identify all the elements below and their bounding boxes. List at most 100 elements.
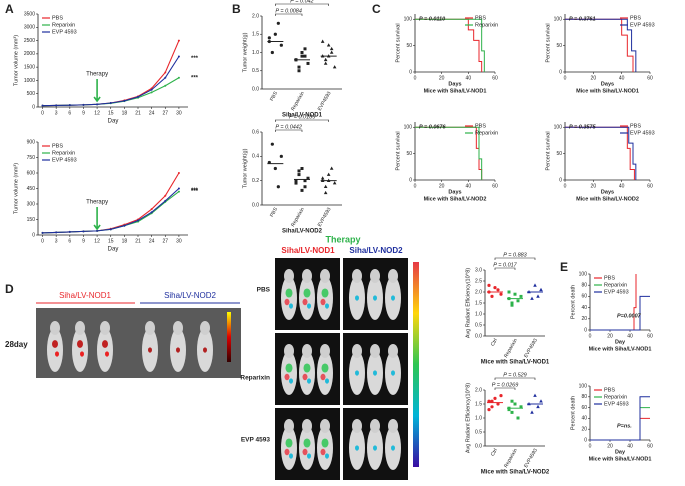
- x-tick-label: 60: [492, 183, 498, 189]
- mouse: [299, 276, 315, 320]
- survival-curve: [415, 18, 483, 72]
- data-point: [507, 408, 511, 412]
- data-point: [150, 211, 153, 214]
- y-tick-label: 40: [581, 416, 587, 422]
- data-point: [177, 187, 180, 190]
- legend-label: EVP 4593: [604, 401, 629, 407]
- mouse-head: [284, 419, 294, 433]
- data-point: [300, 54, 304, 58]
- y-tick-label: 1000: [24, 78, 35, 84]
- data-point: [267, 36, 271, 40]
- y-tick-label: 1.0: [475, 415, 482, 421]
- legend-label: PBS: [475, 123, 486, 129]
- data-point: [279, 154, 283, 158]
- x-tick-label: 20: [607, 443, 613, 449]
- data-point: [137, 95, 139, 98]
- signal: [289, 303, 293, 309]
- data-point: [303, 54, 307, 58]
- data-point: [490, 294, 494, 298]
- y-tick-label: 2000: [24, 51, 35, 57]
- signal: [307, 453, 311, 459]
- x-tick-label: 0: [589, 333, 592, 339]
- data-point: [329, 50, 334, 54]
- y-tick-label: 3.0: [475, 267, 482, 273]
- data-point: [329, 166, 334, 170]
- data-point: [323, 61, 328, 65]
- chart-title: Mice with Siha/LV-NOD1: [576, 88, 639, 94]
- data-point: [109, 228, 112, 231]
- x-axis-label: Day: [615, 339, 626, 345]
- data-point: [536, 294, 540, 298]
- data-point: [164, 199, 167, 202]
- data-point: [320, 176, 325, 180]
- data-point: [303, 47, 307, 51]
- data-point: [137, 219, 139, 222]
- data-point: [329, 46, 334, 51]
- legend-label: EVP 4593: [52, 29, 77, 35]
- data-point: [96, 229, 99, 232]
- x-tick-label: 12: [94, 238, 100, 244]
- grid-title: Therapy: [325, 234, 360, 244]
- y-tick-label: 0: [559, 177, 562, 183]
- y-tick-label: 1.5: [252, 32, 259, 38]
- y-tick-label: 600: [27, 170, 36, 176]
- x-tick-label: 60: [492, 75, 498, 81]
- signal: [325, 453, 329, 459]
- y-axis-label: Percent survival: [545, 23, 551, 62]
- x-axis-label: Mice with Siha/LV-NOD2: [481, 470, 550, 476]
- data-point: [320, 39, 325, 43]
- y-tick-label: 1500: [24, 64, 35, 70]
- x-tick-label: 30: [176, 238, 182, 244]
- x-tick-label: 60: [647, 183, 653, 189]
- x-axis-label: Day: [108, 247, 119, 253]
- p-value: P = 0.0269: [492, 382, 519, 388]
- x-tick-label: 18: [122, 238, 128, 244]
- bracket: [494, 257, 536, 260]
- data-point: [516, 416, 520, 420]
- data-point: [510, 301, 514, 305]
- y-tick-label: 3000: [24, 25, 35, 31]
- data-point: [297, 65, 301, 69]
- x-tick-label: 0: [414, 183, 417, 189]
- bracket: [494, 387, 516, 390]
- y-tick-label: 300: [27, 201, 36, 207]
- mouse: [317, 351, 333, 395]
- annotation: Therapy: [86, 200, 108, 206]
- y-tick-label: 0.0: [475, 443, 482, 449]
- data-point: [516, 299, 520, 303]
- x-tick-label: 3: [55, 110, 58, 116]
- mouse-head: [370, 344, 380, 358]
- mouse-head: [370, 419, 380, 433]
- data-point: [513, 292, 517, 296]
- mouse: [281, 426, 297, 470]
- data-point: [177, 190, 180, 193]
- data-point: [490, 405, 494, 409]
- mouse-head: [302, 269, 312, 283]
- x-axis-label: Days: [601, 81, 614, 87]
- legend-label: Reparixin: [475, 130, 498, 136]
- series-line: [42, 188, 180, 234]
- data-point: [300, 51, 304, 54]
- y-tick-label: 50: [556, 151, 562, 157]
- grid-row-label: EVP 4593: [241, 437, 271, 444]
- data-point: [96, 103, 99, 106]
- x-tick-label: 20: [591, 75, 597, 81]
- data-point: [326, 172, 331, 176]
- legend-label: PBS: [604, 387, 615, 393]
- x-axis-label: Days: [601, 189, 614, 195]
- legend-label: Reparixin: [52, 150, 75, 156]
- x-axis-label: Day: [108, 119, 119, 125]
- data-point: [303, 185, 307, 189]
- legend-label: PBS: [52, 143, 63, 149]
- data-point: [499, 292, 503, 296]
- data-point: [177, 172, 180, 174]
- signal: [285, 363, 293, 373]
- y-tick-label: 0.4: [252, 154, 259, 160]
- legend-label: PBS: [475, 15, 486, 21]
- y-axis-label: Tumor weight(g): [242, 148, 248, 188]
- panel-letter: B: [232, 2, 241, 16]
- x-tick-label: 60: [647, 75, 653, 81]
- y-tick-label: 50: [406, 43, 412, 49]
- x-tick-label: Reparixin: [290, 90, 306, 111]
- series-line: [42, 77, 180, 107]
